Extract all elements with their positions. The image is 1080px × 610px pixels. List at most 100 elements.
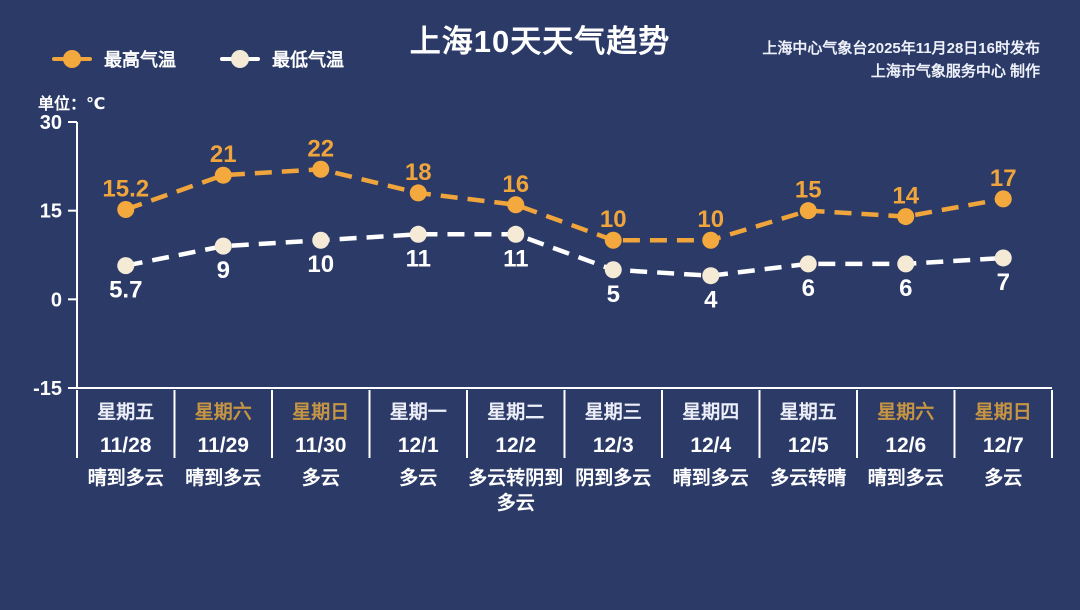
low-temp-value-label: 6: [899, 275, 912, 302]
low-temp-value-label: 10: [307, 251, 334, 278]
legend-label-low: 最低气温: [272, 50, 344, 70]
weather-label: 多云: [301, 468, 340, 489]
weather-label: 多云: [399, 468, 438, 489]
high-temp-data-point: [994, 190, 1012, 208]
day-column: 星期一 12/1 多云: [370, 402, 468, 491]
day-column: 星期六 12/6 晴到多云: [857, 402, 955, 491]
high-temp-value-label: 10: [697, 206, 724, 233]
weekday-label: 星期日: [974, 402, 1032, 423]
date-label: 12/5: [787, 434, 829, 457]
high-temp-value-label: 21: [210, 141, 237, 168]
low-temp-value-label: 5: [607, 281, 620, 308]
day-column: 星期五 12/5 多云转晴: [760, 402, 858, 491]
day-column: 星期二 12/2 多云转阴到多云: [467, 402, 565, 516]
y-tick-label: 15: [40, 201, 62, 223]
low-temp-data-point: [312, 231, 330, 249]
day-column: 星期五 11/28 晴到多云: [77, 402, 175, 491]
day-column: 星期日 12/7 多云: [955, 402, 1053, 491]
y-tick-label: -15: [33, 378, 62, 400]
low-temp-value-label: 9: [217, 257, 230, 284]
high-temp-value-label: 17: [990, 165, 1017, 192]
page-title: 上海10天天气趋势: [409, 24, 671, 59]
weather-label: 多云: [984, 468, 1023, 489]
high-temp-data-point: [897, 208, 915, 226]
high-temp-value-label: 18: [405, 159, 432, 186]
high-temp-value-label: 10: [600, 206, 627, 233]
date-label: 12/6: [885, 434, 927, 457]
publisher-line-2: 上海市气象服务中心 制作: [870, 63, 1040, 80]
weekday-label: 星期一: [389, 402, 447, 423]
weather-label: 晴到多云: [867, 468, 944, 489]
weather-label: 多云转晴: [770, 468, 847, 489]
low-temp-data-point: [897, 255, 915, 273]
date-label: 12/1: [397, 434, 439, 457]
low-temp-data-point: [702, 267, 720, 285]
weather-label: 晴到多云: [87, 468, 164, 489]
day-column: 星期四 12/4 晴到多云: [662, 402, 760, 491]
high-temp-data-point: [409, 184, 427, 202]
low-temp-data-point: [117, 257, 135, 275]
weather-label: 晴到多云: [185, 468, 262, 489]
date-label: 11/28: [100, 434, 152, 457]
high-temp-dot-icon: [63, 50, 81, 68]
high-temp-data-point: [117, 200, 135, 218]
date-label: 11/30: [295, 434, 347, 457]
date-label: 12/4: [690, 434, 732, 457]
date-label: 12/2: [495, 434, 537, 457]
low-temp-series-line: [125, 232, 1004, 278]
weekday-label: 星期二: [487, 402, 545, 423]
low-temp-value-label: 6: [802, 275, 815, 302]
low-temp-value-label: 7: [997, 269, 1010, 296]
date-label: 11/29: [197, 434, 249, 457]
legend-label-high: 最高气温: [104, 50, 176, 70]
high-temp-data-point: [702, 231, 720, 249]
low-temp-value-label: 11: [406, 245, 431, 272]
low-temp-dot-icon: [231, 50, 249, 68]
day-column: 星期六 11/29 晴到多云: [175, 402, 273, 491]
low-temp-data-point: [507, 225, 525, 243]
y-tick-label: 30: [40, 112, 62, 134]
high-temp-series-line: [125, 167, 1004, 243]
weekday-label: 星期六: [877, 402, 935, 423]
publisher-info: 上海中心气象台2025年11月28日16时发布 上海市气象服务中心 制作: [762, 37, 1040, 83]
high-temp-data-point: [214, 166, 232, 184]
high-temp-value-label: 15: [795, 177, 822, 204]
high-temp-value-label: 16: [502, 171, 529, 198]
low-temp-value-label: 4: [704, 287, 718, 314]
weekday-label: 星期五: [779, 402, 837, 423]
high-temp-data-point: [799, 202, 817, 220]
high-temp-value-label: 14: [892, 183, 919, 210]
high-temp-value-label: 15.2: [102, 175, 149, 202]
low-temp-data-point: [214, 237, 232, 255]
high-temp-data-point: [312, 160, 330, 178]
weekday-label: 星期六: [194, 402, 252, 423]
high-temp-value-label: 22: [307, 135, 334, 162]
weather-label: 阴到多云: [575, 468, 652, 489]
date-label: 12/3: [592, 434, 634, 457]
weather-label: 晴到多云: [672, 468, 749, 489]
y-tick-label: 0: [51, 289, 62, 311]
legend-item-low-temp: 最低气温: [220, 46, 344, 72]
weekday-label: 星期五: [97, 402, 155, 423]
high-temp-line-marker-icon: [52, 50, 92, 68]
date-label: 12/7: [982, 434, 1024, 457]
legend: 最高气温 最低气温: [52, 46, 344, 72]
high-temp-data-point: [507, 196, 525, 214]
low-temp-line-marker-icon: [220, 50, 260, 68]
weekday-label: 星期三: [584, 402, 642, 423]
publisher-line-1: 上海中心气象台2025年11月28日16时发布: [762, 40, 1040, 57]
legend-item-high-temp: 最高气温: [52, 46, 176, 72]
weekday-label: 星期四: [682, 402, 740, 423]
low-temp-value-label: 11: [503, 245, 528, 272]
low-temp-data-point: [409, 225, 427, 243]
weather-label: 多云转阴到多云: [468, 468, 564, 514]
day-column: 星期三 12/3 阴到多云: [565, 402, 663, 491]
low-temp-data-point: [604, 261, 622, 279]
low-temp-data-point: [994, 249, 1012, 267]
high-temp-data-point: [604, 231, 622, 249]
day-column: 星期日 11/30 多云: [272, 402, 370, 491]
low-temp-data-point: [799, 255, 817, 273]
unit-label: 单位：℃: [38, 96, 106, 113]
